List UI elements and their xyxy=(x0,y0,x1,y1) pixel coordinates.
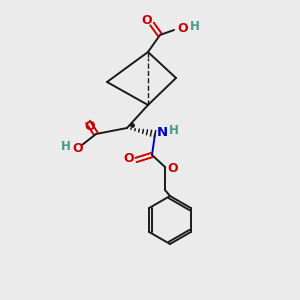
Text: O: O xyxy=(142,14,152,26)
Text: N: N xyxy=(156,125,168,139)
Text: O: O xyxy=(73,142,83,154)
Text: O: O xyxy=(178,22,188,35)
Text: H: H xyxy=(61,140,71,152)
Text: O: O xyxy=(124,152,134,166)
Text: O: O xyxy=(85,119,95,133)
Text: H: H xyxy=(190,20,200,32)
Text: O: O xyxy=(168,161,178,175)
Text: H: H xyxy=(169,124,179,136)
